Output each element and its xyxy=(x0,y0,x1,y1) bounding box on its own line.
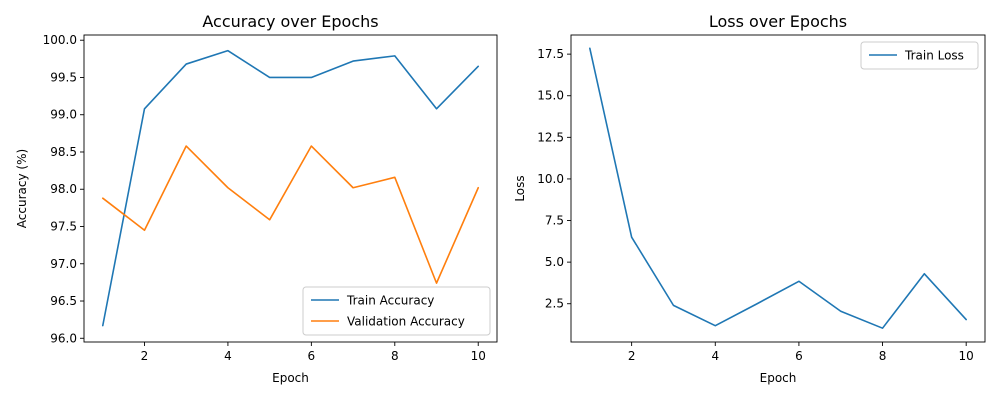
y-tick-label: 10.0 xyxy=(537,172,564,186)
legend-box xyxy=(860,41,979,70)
x-tick-label: 2 xyxy=(141,349,149,363)
y-axis-label: Accuracy (%) xyxy=(15,149,29,228)
y-tick-label: 2.5 xyxy=(545,297,564,311)
series-line-2 xyxy=(101,145,480,284)
legend-label-1: Train Accuracy xyxy=(346,294,434,308)
x-axis-label: Epoch xyxy=(272,371,309,385)
plot-frame xyxy=(83,34,498,343)
y-tick-label: 99.5 xyxy=(50,70,77,84)
legend-box xyxy=(302,286,491,336)
x-tick-label: 8 xyxy=(391,349,399,363)
x-tick-label: 2 xyxy=(628,349,636,363)
y-tick-label: 5.0 xyxy=(545,255,564,269)
y-tick-label: 12.5 xyxy=(537,130,564,144)
series-line-1 xyxy=(589,47,967,329)
legend: Train Loss xyxy=(860,41,979,70)
y-tick-label: 17.5 xyxy=(537,47,564,61)
y-tick-label: 100.0 xyxy=(43,33,77,47)
chart-panel-2: Loss over Epochs 2 4 6 8 10 2.5 5.0 7.5 10.0 12.5 1… xyxy=(513,12,986,385)
x-tick-label: 10 xyxy=(471,349,486,363)
y-tick-label: 97.5 xyxy=(50,220,77,234)
x-tick-label: 4 xyxy=(711,349,719,363)
x-tick-label: 8 xyxy=(879,349,887,363)
legend-label-2: Validation Accuracy xyxy=(347,315,465,329)
chart-title: Accuracy over Epochs xyxy=(202,12,378,31)
y-tick-label: 99.0 xyxy=(50,108,77,122)
y-tick-label: 96.0 xyxy=(50,331,77,345)
legend: Train Accuracy Validation Accuracy xyxy=(302,286,491,336)
y-tick-label: 96.5 xyxy=(50,294,77,308)
y-tick-label: 15.0 xyxy=(537,89,564,103)
chart-title: Loss over Epochs xyxy=(709,12,847,31)
y-tick-label: 7.5 xyxy=(545,214,564,228)
y-tick-label: 98.0 xyxy=(50,182,77,196)
series-line-1 xyxy=(101,49,480,327)
x-axis-label: Epoch xyxy=(760,371,797,385)
y-axis-label: Loss xyxy=(513,175,527,201)
x-tick-label: 6 xyxy=(308,349,316,363)
chart-panel-1: Accuracy over Epochs 2 4 6 8 10 96.0 96.5 97.0 97… xyxy=(15,12,498,385)
y-tick-label: 97.0 xyxy=(50,257,77,271)
y-tick-label: 98.5 xyxy=(50,145,77,159)
x-tick-label: 4 xyxy=(224,349,232,363)
x-tick-label: 10 xyxy=(959,349,974,363)
legend-label-1: Train Loss xyxy=(904,49,964,63)
x-tick-label: 6 xyxy=(795,349,803,363)
plot-frame xyxy=(570,34,986,343)
